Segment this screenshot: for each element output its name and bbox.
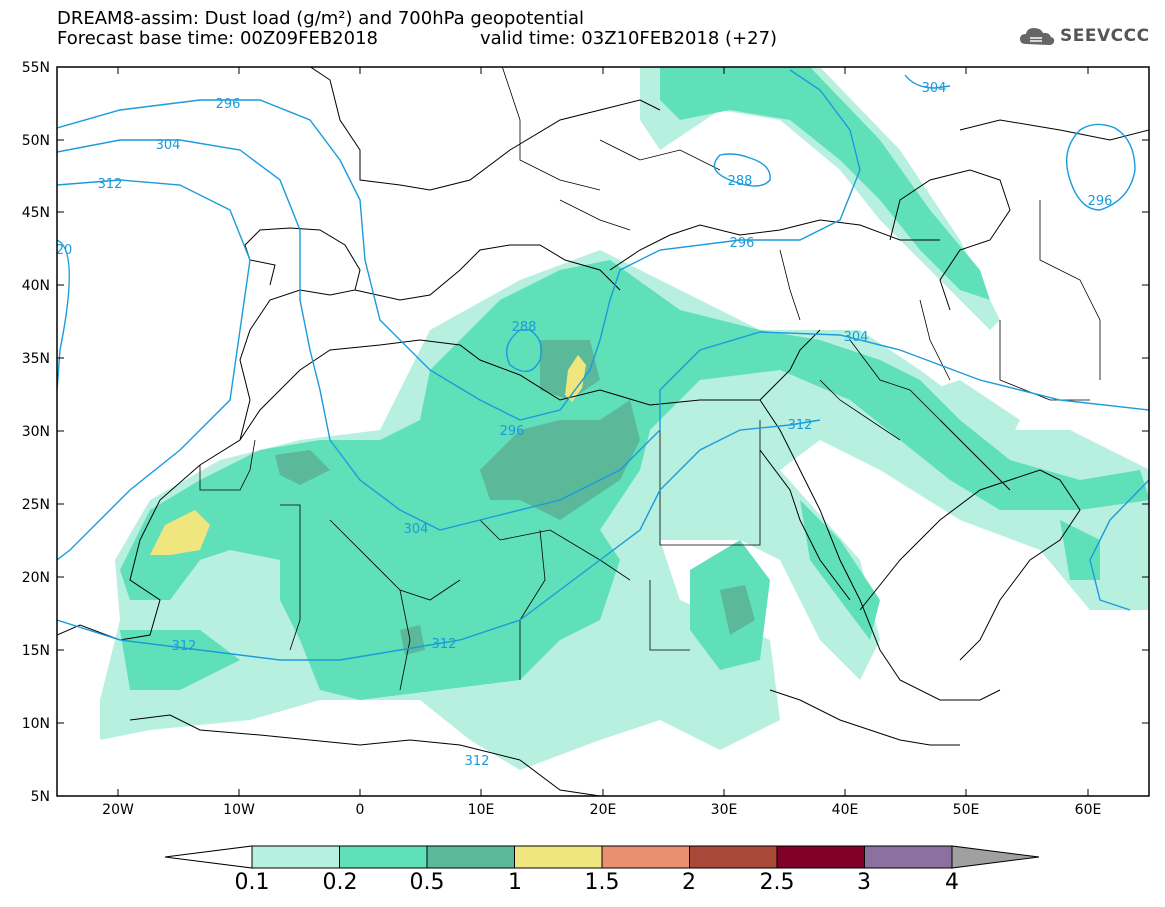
contour-label: 304 [844, 330, 869, 345]
lon-label: 10W [223, 802, 255, 818]
lon-label: 60E [1075, 802, 1102, 818]
contour-label: 296 [730, 236, 755, 251]
lon-label: 20E [590, 802, 617, 818]
contour-label: 296 [1088, 194, 1113, 209]
contour-label: 20 [56, 243, 73, 258]
lat-label: 40N [22, 278, 50, 294]
colorbar-segment [864, 845, 953, 869]
contour-label: 296 [500, 424, 525, 439]
lat-label: 45N [22, 205, 50, 221]
colorbar-over-arrow [951, 845, 1040, 869]
lon-label: 40E [832, 802, 859, 818]
colorbar-segment [601, 845, 690, 869]
country-borders [199, 67, 1101, 691]
dust-layer-medium [120, 67, 1149, 700]
contour-label: 304 [156, 138, 181, 153]
colorbar-segment [339, 845, 428, 869]
colorbar-under-arrow [164, 845, 253, 869]
contour-label: 312 [98, 177, 123, 192]
coastlines [57, 67, 1149, 796]
seevccc-logo: SEEVCCC [1018, 24, 1150, 48]
colorbar-label: 3 [857, 870, 871, 895]
colorbar-segment [251, 845, 340, 869]
lat-label: 10N [22, 716, 50, 732]
colorbar-label: 0.1 [234, 870, 270, 895]
lat-label: 25N [22, 497, 50, 513]
colorbar-label: 1.5 [584, 870, 620, 895]
contour-label: 312 [432, 637, 457, 652]
lat-label: 30N [22, 424, 50, 440]
colorbar-segment [514, 845, 603, 869]
lon-label: 10E [468, 802, 495, 818]
latitude-labels: 55N 50N 45N 40N 35N 30N 25N 20N 15N 10N … [22, 60, 50, 805]
lon-label: 30E [711, 802, 738, 818]
lon-label: 50E [953, 802, 980, 818]
lat-label: 20N [22, 570, 50, 586]
contour-label: 288 [512, 320, 537, 335]
colorbar-segment [689, 845, 778, 869]
contour-label: 312 [172, 639, 197, 654]
colorbar-label: 0.5 [409, 870, 445, 895]
lat-label: 15N [22, 643, 50, 659]
colorbar-label: 2 [682, 870, 696, 895]
geopotential-contours [57, 69, 1149, 661]
contour-label-group: 296 304 312 20 288 296 304 312 312 312 3… [56, 81, 1113, 769]
colorbar [164, 845, 1040, 869]
lat-label: 35N [22, 351, 50, 367]
longitude-axis [117, 67, 1089, 796]
contour-label: 296 [216, 97, 241, 112]
contour-label: 312 [788, 418, 813, 433]
lon-label: 20W [102, 802, 134, 818]
lat-label: 55N [22, 60, 50, 76]
forecast-base-time: Forecast base time: 00Z09FEB2018 [57, 28, 378, 49]
lat-label: 5N [31, 789, 50, 805]
contour-label: 288 [728, 174, 753, 189]
colorbar-segment [776, 845, 865, 869]
contour-label: 312 [465, 754, 490, 769]
colorbar-label: 4 [945, 870, 959, 895]
valid-time: valid time: 03Z10FEB2018 (+27) [480, 28, 778, 49]
contour-label: 304 [922, 81, 947, 96]
dust-layer-high [275, 340, 755, 655]
cloud-icon [1020, 28, 1055, 45]
colorbar-label: 1 [508, 870, 522, 895]
colorbar-label: 2.5 [759, 870, 795, 895]
colorbar-segment [426, 845, 515, 869]
lat-label: 50N [22, 133, 50, 149]
map-title: DREAM8-assim: Dust load (g/m²) and 700hP… [57, 8, 584, 29]
colorbar-label: 0.2 [322, 870, 358, 895]
latitude-axis [57, 66, 1149, 724]
dust-layer-peak [150, 355, 586, 555]
contour-label: 304 [404, 522, 429, 537]
longitude-labels: 20W 10W 0 10E 20E 30E 40E 50E 60E [102, 802, 1101, 818]
lon-label: 0 [356, 802, 365, 818]
logo-text: SEEVCCC [1060, 26, 1150, 46]
